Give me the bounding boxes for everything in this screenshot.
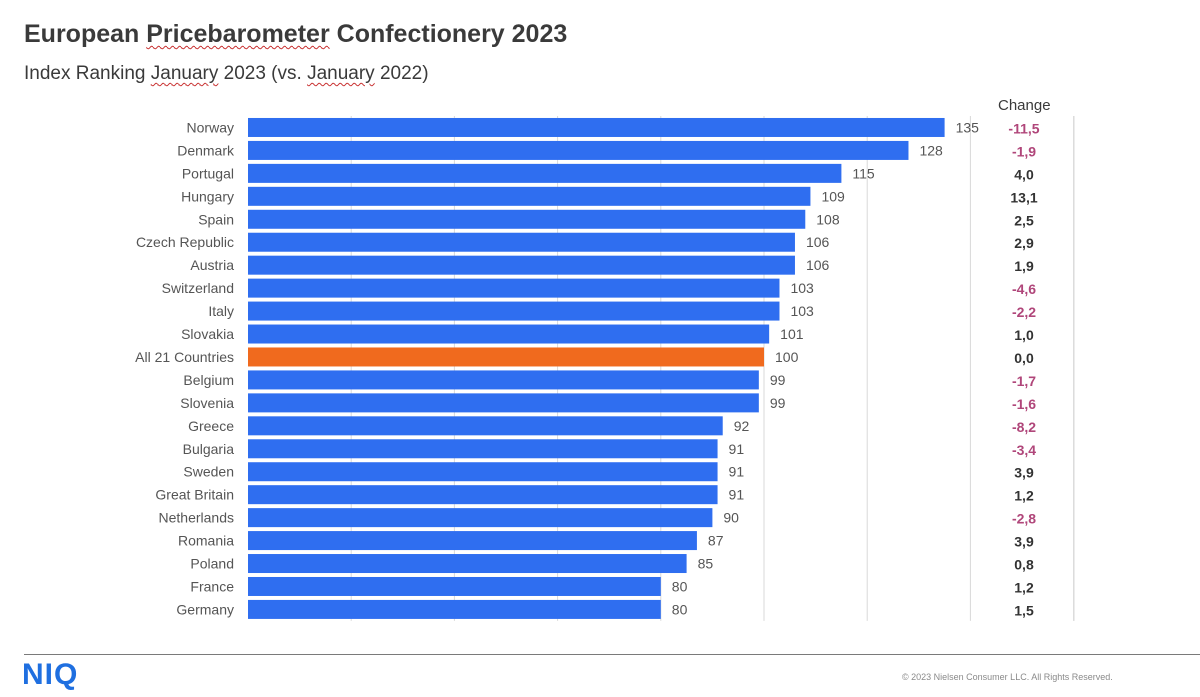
value-label: 135 xyxy=(956,119,980,135)
bar xyxy=(248,576,661,596)
bar xyxy=(248,439,718,459)
value-label: 92 xyxy=(734,418,750,434)
bar-highlight xyxy=(248,347,764,367)
category-label: Switzerland xyxy=(162,280,234,296)
category-label: Greece xyxy=(188,418,234,434)
value-label: 91 xyxy=(729,441,745,457)
change-label: -2,2 xyxy=(1012,304,1036,320)
value-label: 103 xyxy=(790,303,814,319)
change-label: -1,9 xyxy=(1012,143,1036,159)
value-label: 109 xyxy=(821,188,845,204)
bar xyxy=(248,485,718,505)
bar xyxy=(248,255,795,275)
bar xyxy=(248,393,759,413)
category-label: Belgium xyxy=(183,372,234,388)
value-label: 106 xyxy=(806,257,830,273)
value-label: 99 xyxy=(770,395,786,411)
change-label: 1,9 xyxy=(1014,258,1034,274)
value-label: 80 xyxy=(672,578,688,594)
copyright-notice: © 2023 Nielsen Consumer LLC. All Rights … xyxy=(902,672,1113,682)
bar xyxy=(248,554,687,574)
bar xyxy=(248,278,780,298)
value-label: 91 xyxy=(729,464,745,480)
category-label: Spain xyxy=(198,211,234,227)
value-label: 80 xyxy=(672,601,688,617)
category-label: Slovenia xyxy=(180,395,234,411)
bar xyxy=(248,163,842,183)
bar xyxy=(248,531,697,551)
chart-title: European Pricebarometer Confectionery 20… xyxy=(24,20,568,48)
category-label: Czech Republic xyxy=(136,234,234,250)
category-label: Denmark xyxy=(177,142,235,158)
value-label: 128 xyxy=(919,142,943,158)
bar xyxy=(248,209,806,229)
bar xyxy=(248,370,759,390)
change-label: 1,5 xyxy=(1014,602,1034,618)
change-label: -1,7 xyxy=(1012,373,1036,389)
value-label: 103 xyxy=(790,280,814,296)
bar xyxy=(248,117,945,137)
change-label: 3,9 xyxy=(1014,534,1034,550)
value-label: 101 xyxy=(780,326,804,342)
category-label: Great Britain xyxy=(155,487,234,503)
change-label: 0,0 xyxy=(1014,350,1034,366)
category-label: Bulgaria xyxy=(183,441,235,457)
change-label: 1,2 xyxy=(1014,488,1034,504)
bar xyxy=(248,599,661,619)
change-label: 0,8 xyxy=(1014,557,1034,573)
bar xyxy=(248,416,723,436)
niq-logo: NIQ xyxy=(22,658,79,691)
bar xyxy=(248,140,909,160)
category-label: Netherlands xyxy=(159,510,235,526)
category-label: Germany xyxy=(176,601,234,617)
bar xyxy=(248,232,795,252)
bar xyxy=(248,508,713,528)
bar-chart: Norway 135 -11,5 Denmark 128 -1,9 Portugal 115 4… xyxy=(135,116,1075,621)
value-label: 99 xyxy=(770,372,786,388)
value-label: 115 xyxy=(852,165,875,181)
value-label: 87 xyxy=(708,533,724,549)
change-label: -3,4 xyxy=(1012,442,1036,458)
change-label: -2,8 xyxy=(1012,511,1036,527)
category-label: Italy xyxy=(208,303,234,319)
chart-subtitle: Index Ranking January 2023 (vs. January … xyxy=(24,63,429,84)
change-label: -8,2 xyxy=(1012,419,1036,435)
change-label: 3,9 xyxy=(1014,465,1034,481)
category-label: Hungary xyxy=(181,188,234,204)
category-label: Sweden xyxy=(183,464,234,480)
value-label: 106 xyxy=(806,234,830,250)
category-label: France xyxy=(190,578,234,594)
bar xyxy=(248,462,718,482)
category-label: Romania xyxy=(178,533,234,549)
category-label: Slovakia xyxy=(181,326,234,342)
change-label: 13,1 xyxy=(1010,189,1037,205)
change-label: 2,9 xyxy=(1014,235,1034,251)
category-label: Norway xyxy=(187,119,234,135)
bar xyxy=(248,301,780,321)
footer-divider xyxy=(24,654,1200,655)
value-label: 91 xyxy=(729,487,745,503)
change-label: 4,0 xyxy=(1014,166,1034,182)
change-label: 1,0 xyxy=(1014,327,1034,343)
change-column-header: Change xyxy=(998,97,1051,114)
change-label: -1,6 xyxy=(1012,396,1036,412)
change-label: 1,2 xyxy=(1014,579,1034,595)
change-label: -4,6 xyxy=(1012,281,1036,297)
change-label: -11,5 xyxy=(1008,120,1039,136)
bar xyxy=(248,324,770,344)
category-label: Portugal xyxy=(182,165,234,181)
value-label: 100 xyxy=(775,349,799,365)
change-label: 2,5 xyxy=(1014,212,1034,228)
value-label: 90 xyxy=(723,510,739,526)
value-label: 85 xyxy=(698,556,714,572)
value-label: 108 xyxy=(816,211,840,227)
category-label: Austria xyxy=(190,257,234,273)
category-label: Poland xyxy=(190,556,234,572)
category-label: All 21 Countries xyxy=(135,349,234,365)
bar xyxy=(248,186,811,206)
